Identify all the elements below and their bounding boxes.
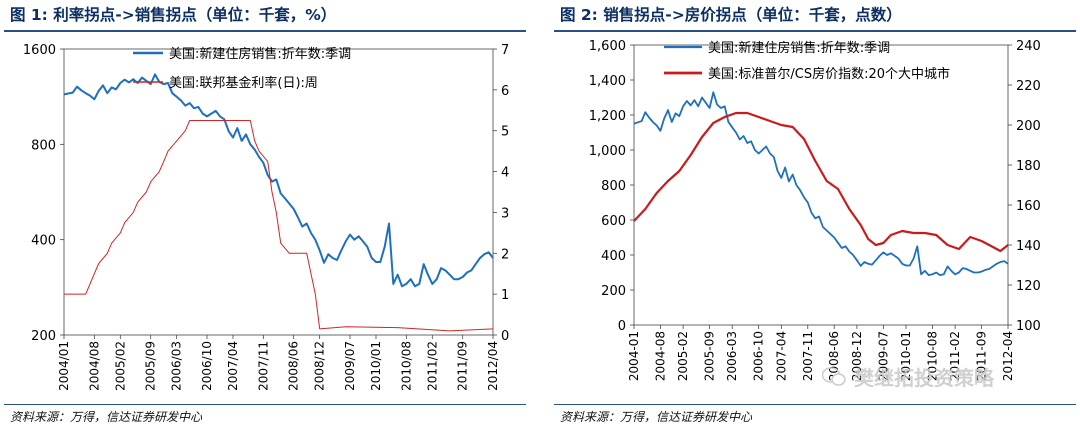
wechat-icon — [822, 366, 846, 386]
series-line-1 — [633, 91, 1009, 277]
figure-1-title: 图 1: 利率拐点->销售拐点（单位：千套，%） — [10, 3, 336, 25]
right-axis-tick-label: 6 — [501, 84, 509, 99]
x-axis-tick-label: 2010/08 — [399, 341, 413, 391]
x-axis-tick-label: 2012/04 — [486, 341, 500, 391]
figure-2-title: 图 2: 销售拐点->房价拐点（单位：千套，点数） — [560, 3, 902, 25]
legend-label-2: 美国:标准普尔/CS房价指数:20个大中城市 — [708, 66, 950, 82]
plot-area-frame — [63, 48, 494, 336]
watermark: 樊继拓投资策略 — [822, 362, 994, 391]
figure-1-source: 资料来源：万得，信达证券研发中心 — [10, 410, 203, 424]
x-axis-tick-label: 2005-02 — [676, 331, 690, 381]
figure-2-label: 图 2: — [560, 6, 598, 24]
right-axis-tick-label: 180 — [1016, 159, 1041, 174]
x-axis-tick-label: 2008/06 — [287, 341, 301, 391]
right-axis-tick-label: 0 — [501, 329, 509, 344]
right-axis-tick-label: 1 — [501, 288, 509, 303]
right-axis-tick-label: 3 — [501, 206, 509, 221]
x-axis-tick-label: 2012-04 — [1001, 331, 1015, 381]
right-axis-tick-label: 2 — [501, 247, 509, 262]
figure-1-chart: 1600 800 400 200 0 1 2 3 4 5 6 7 2004/01 2004/08 2005/… — [23, 43, 509, 391]
x-axis-tick-label: 2006/10 — [200, 341, 214, 391]
legend-label-1: 美国:新建住房销售:折年数:季调 — [169, 46, 351, 62]
x-axis-tick-label: 2007/04 — [226, 341, 240, 391]
plot-area-frame — [633, 44, 1009, 326]
right-axis-tick-label: 220 — [1016, 79, 1041, 94]
left-axis-tick-label: 1,400 — [589, 74, 626, 89]
x-axis-tick-label: 2004-08 — [653, 331, 667, 381]
x-axis-tick-label: 2007-11 — [801, 331, 815, 381]
right-axis-tick-label: 4 — [501, 166, 509, 181]
left-axis-tick-label: 200 — [601, 284, 626, 299]
figure-2-chart: 1,600 1,400 1,200 1,000 800 600 400 200 0 240 220 2… — [589, 39, 1041, 381]
right-axis-tick-label: 7 — [501, 43, 509, 58]
x-axis-tick-label: 2011/02 — [425, 341, 439, 391]
left-axis-tick-label: 200 — [31, 329, 56, 344]
x-axis-tick-label: 2011/09 — [456, 341, 470, 391]
series-line-2 — [633, 111, 1009, 253]
legend-label-2: 美国:联邦基金利率(日):周 — [169, 75, 318, 91]
x-axis-tick-label: 2004-01 — [627, 331, 641, 381]
x-axis-tick-label: 2004/08 — [87, 341, 101, 391]
figure-1-label: 图 1: — [10, 6, 48, 24]
x-axis-tick-label: 2006/03 — [170, 341, 184, 391]
x-axis-tick-label: 2005-09 — [703, 331, 717, 381]
x-axis-tick-label: 2009/07 — [343, 341, 357, 391]
figure-2-panel: 图 2: 销售拐点->房价拐点（单位：千套，点数） 1,600 1,400 1,20… — [550, 0, 1080, 432]
figure-2-top-rule — [554, 30, 1076, 32]
series-line-2 — [64, 120, 494, 332]
x-axis-tick-label: 2004/01 — [57, 341, 71, 391]
x-axis-tick-label: 2008-12 — [850, 331, 864, 381]
right-axis-tick-label: 5 — [501, 125, 509, 140]
figure-2-title-text: 销售拐点->房价拐点（单位：千套，点数） — [603, 6, 902, 24]
left-axis-tick-label: 1,200 — [589, 109, 626, 124]
x-axis-tick-label: 2005/09 — [144, 341, 158, 391]
legend-label-1: 美国:新建住房销售:折年数:季调 — [708, 40, 890, 56]
left-axis-tick-label: 1,000 — [589, 144, 626, 159]
figure-2-bottom-rule — [554, 404, 1076, 405]
x-axis-tick-label: 2010-08 — [925, 331, 939, 381]
x-axis-tick-label: 2011-09 — [975, 331, 989, 381]
x-axis-tick-label: 2006-10 — [752, 331, 766, 381]
x-axis-tick-label: 2010/01 — [369, 341, 383, 391]
left-axis-tick-label: 0 — [618, 319, 626, 334]
left-axis-tick-label: 800 — [601, 179, 626, 194]
left-axis-tick-label: 1,600 — [589, 39, 626, 54]
x-axis-tick-label: 2005/02 — [113, 341, 127, 391]
x-axis-tick-label: 2009-07 — [876, 331, 890, 381]
watermark-text: 樊继拓投资策略 — [854, 366, 994, 390]
x-axis-tick-label: 2008-06 — [827, 331, 841, 381]
figure-2-source: 资料来源：万得，信达证券研发中心 — [560, 410, 753, 424]
left-axis-tick-label: 600 — [601, 214, 626, 229]
right-axis-tick-label: 200 — [1016, 119, 1041, 134]
x-axis-tick-label: 2008/12 — [313, 341, 327, 391]
left-axis-tick-label: 400 — [31, 234, 56, 249]
right-axis-tick-label: 120 — [1016, 279, 1041, 294]
series-line-1 — [63, 73, 494, 288]
left-axis-tick-label: 400 — [601, 249, 626, 264]
x-axis-tick-label: 2010-01 — [899, 331, 913, 381]
x-axis-tick-label: 2011-02 — [948, 331, 962, 381]
x-axis-tick-label: 2006-03 — [725, 331, 739, 381]
figure-1-title-text: 利率拐点->销售拐点（单位：千套，%） — [53, 6, 337, 24]
figure-1-panel: 图 1: 利率拐点->销售拐点（单位：千套，%） 1600 800 400 200 0 1… — [0, 0, 530, 432]
right-axis-tick-label: 140 — [1016, 239, 1041, 254]
figure-1-top-rule — [4, 30, 526, 32]
left-axis-tick-label: 1600 — [23, 43, 56, 58]
left-axis-tick-label: 800 — [31, 138, 56, 153]
right-axis-tick-label: 240 — [1016, 39, 1041, 54]
x-axis-tick-label: 2007/11 — [256, 341, 270, 391]
x-axis-tick-label: 2007-04 — [774, 331, 788, 381]
figure-1-bottom-rule — [4, 404, 526, 405]
right-axis-tick-label: 100 — [1016, 319, 1041, 334]
right-axis-tick-label: 160 — [1016, 199, 1041, 214]
